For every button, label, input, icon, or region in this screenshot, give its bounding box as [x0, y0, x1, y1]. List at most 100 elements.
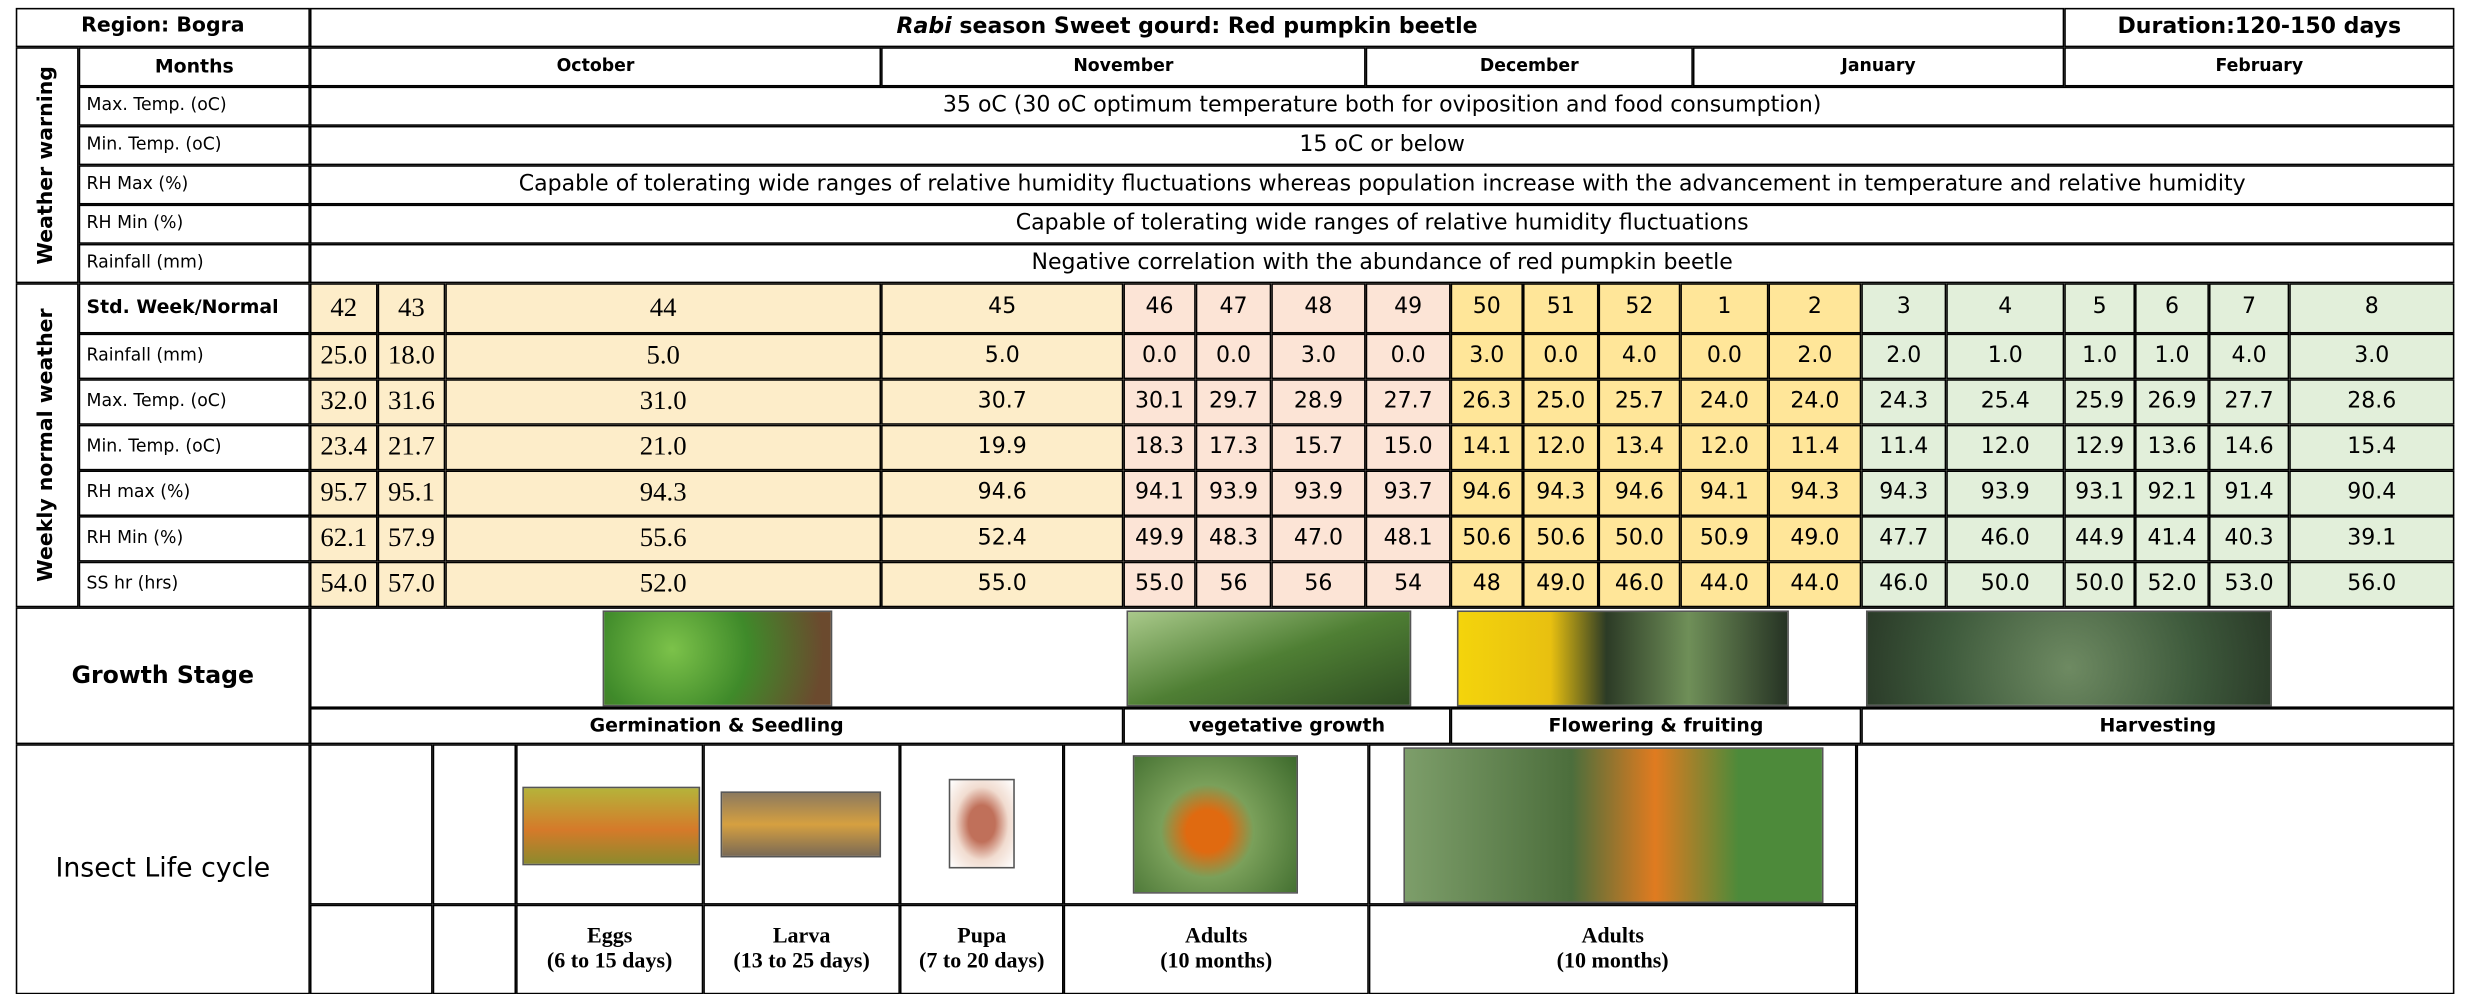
week-value-text: 49.0 [1536, 572, 1585, 596]
week-value: 94.3 [1523, 470, 1599, 516]
week-value-text: 56 [1304, 572, 1332, 596]
week-value: 1.0 [2064, 334, 2135, 380]
week-value: 50.0 [1599, 516, 1681, 562]
week-value-text: 0.0 [1216, 344, 1251, 368]
week-value: 27.7 [2209, 379, 2289, 425]
week-value-text: 1.0 [2154, 344, 2189, 368]
vertical-label: Weekly normal weather [36, 309, 58, 582]
week-value-text: 57.0 [388, 570, 435, 599]
param-text: Min. Temp. (oC) [87, 136, 222, 155]
week-value-text: 94.6 [1615, 481, 1664, 505]
week-value-text: 21.0 [640, 433, 687, 462]
week-value: 56.0 [2289, 562, 2454, 608]
harvest-photo [1866, 610, 2272, 706]
week-value-text: 47 [1219, 296, 1247, 320]
week-value-text: 4.0 [1622, 344, 1657, 368]
month-text: October [557, 57, 635, 76]
growth-label-text: Growth Stage [72, 663, 254, 689]
week-value-text: 46 [1146, 296, 1174, 320]
week-value-text: 94.3 [1536, 481, 1585, 505]
week-value-text: 55.6 [640, 524, 687, 553]
week-value: 25.4 [1946, 379, 2064, 425]
week-value-text: 49.0 [1790, 527, 1839, 551]
week-value-text: 0.0 [1391, 344, 1426, 368]
param-text: RH Min (%) [87, 529, 184, 548]
stage-duration: (7 to 20 days) [919, 950, 1044, 974]
week-value-text: 23.4 [320, 433, 367, 462]
week-value-text: 24.0 [1700, 390, 1749, 414]
week-value: 41.4 [2135, 516, 2209, 562]
param-text: RH max (%) [87, 484, 191, 503]
week-value: 11.4 [1768, 425, 1861, 471]
week-value-text: 29.7 [1209, 390, 1258, 414]
week-value-text: 49.9 [1135, 527, 1184, 551]
week-value: 28.9 [1271, 379, 1365, 425]
month: February [2064, 47, 2454, 86]
week-value: 50.6 [1451, 516, 1523, 562]
week-value: 5 [2064, 283, 2135, 333]
week-value-text: 4 [1998, 296, 2012, 320]
region: Region: Bogra [16, 8, 310, 47]
week-value-text: 12.9 [2075, 435, 2124, 459]
week-value-text: 93.9 [1209, 481, 1258, 505]
param-text: Max. Temp. (oC) [87, 392, 227, 411]
week-value-text: 46.0 [1615, 572, 1664, 596]
week-value: 2.0 [1768, 334, 1861, 380]
week-value-text: 56 [1219, 572, 1247, 596]
month-text: January [1841, 57, 1915, 76]
vertical-label: Weather warning [36, 66, 58, 264]
param: RH max (%) [79, 470, 310, 516]
week-value-text: 52.4 [978, 527, 1027, 551]
week-value: 26.9 [2135, 379, 2209, 425]
week-value: 6 [2135, 283, 2209, 333]
week-value: 50.0 [2064, 562, 2135, 608]
week-value: 44.0 [1680, 562, 1768, 608]
week-value-text: 25.0 [320, 342, 367, 371]
week-value: 29.7 [1196, 379, 1272, 425]
week-value: 48 [1271, 283, 1365, 333]
empty-cell [433, 905, 516, 994]
week-value-text: 14.1 [1462, 435, 1511, 459]
week-value: 46.0 [1946, 516, 2064, 562]
week-value-text: 5.0 [646, 342, 679, 371]
week-value-text: 19.9 [978, 435, 1027, 459]
week-value: 31.6 [378, 379, 446, 425]
week-value-text: 13.4 [1615, 435, 1664, 459]
week-value-text: 18.3 [1135, 435, 1184, 459]
week-value: 52.4 [881, 516, 1123, 562]
title-italic: Rabi [897, 15, 952, 39]
week-value: 3 [1861, 283, 1946, 333]
flowering-photo [1457, 610, 1789, 706]
stage-name: Eggs [587, 925, 632, 949]
week-value: 49.0 [1523, 562, 1599, 608]
week-value: 62.1 [310, 516, 378, 562]
week-value-text: 5.0 [985, 344, 1020, 368]
week-value-text: 46.0 [1981, 527, 2030, 551]
week-value-text: 7 [2242, 296, 2256, 320]
week-value: 56 [1196, 562, 1272, 608]
week-value-text: 44.0 [1790, 572, 1839, 596]
adult-photo [1133, 755, 1298, 893]
month-text: November [1073, 57, 1173, 76]
week-value: 49 [1366, 283, 1451, 333]
week-value: 92.1 [2135, 470, 2209, 516]
pupa-photo [949, 779, 1015, 869]
param: Std. Week/Normal [79, 283, 310, 333]
growth-stage-text: Harvesting [2099, 716, 2216, 737]
param-text: SS hr (hrs) [87, 575, 179, 594]
week-value: 28.6 [2289, 379, 2454, 425]
week-value: 94.6 [1599, 470, 1681, 516]
week-value: 94.6 [881, 470, 1123, 516]
week-value: 52 [1599, 283, 1681, 333]
week-value-text: 21.7 [388, 433, 435, 462]
week-value-text: 45 [988, 296, 1016, 320]
growth-stage-text: Flowering & fruiting [1549, 716, 1764, 737]
week-value: 52.0 [445, 562, 881, 608]
week-value: 12.0 [1946, 425, 2064, 471]
week-value-text: 95.7 [320, 479, 367, 508]
week-value: 2.0 [1861, 334, 1946, 380]
week-value: 25.0 [1523, 379, 1599, 425]
week-value-text: 1 [1717, 296, 1731, 320]
week-value-text: 47.7 [1879, 527, 1928, 551]
week-value: 25.9 [2064, 379, 2135, 425]
